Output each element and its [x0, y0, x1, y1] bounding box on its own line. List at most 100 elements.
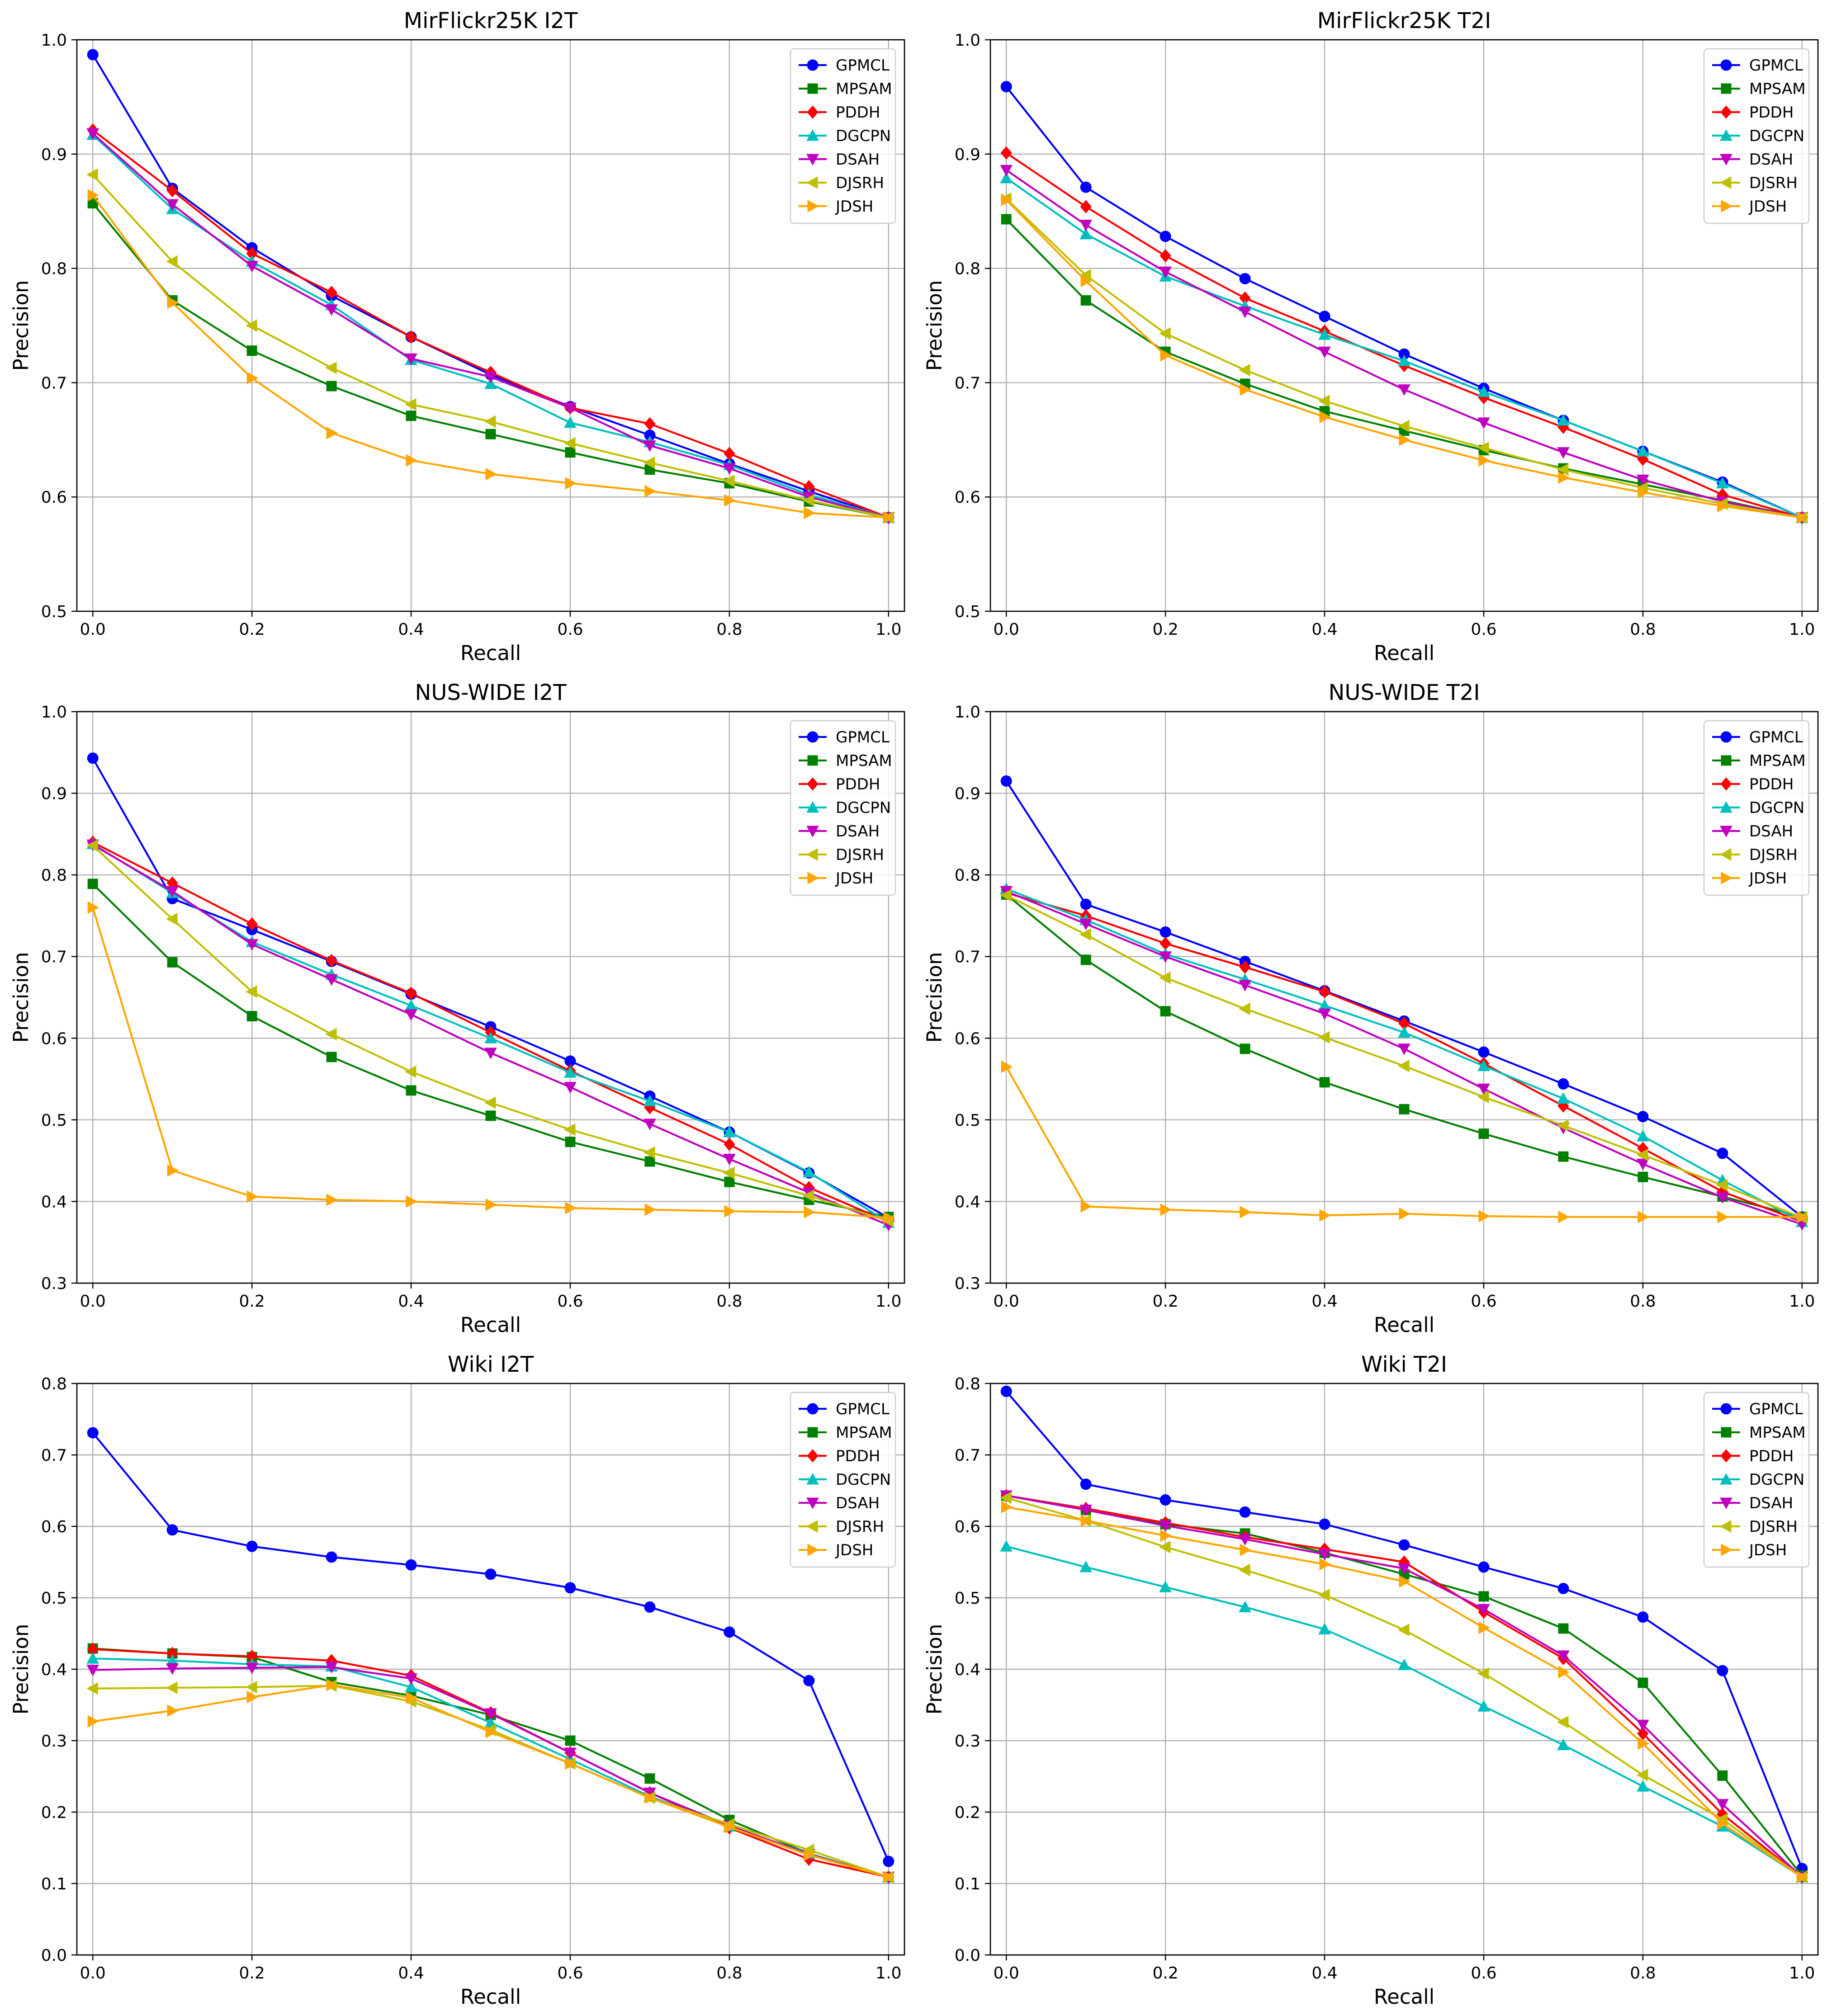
data-point-jdsh: [883, 1211, 895, 1224]
legend-label: PDDH: [836, 104, 880, 122]
data-point-djsrh: [246, 985, 257, 998]
data-point-jdsh: [1717, 1817, 1729, 1830]
data-point-dgcpn: [1318, 1623, 1331, 1635]
legend-marker: [807, 872, 819, 884]
y-tick-label: 0.5: [955, 1111, 980, 1130]
data-point-djsrh: [1318, 395, 1330, 407]
x-axis-label: Recall: [460, 1313, 521, 1337]
chart-title: Wiki T2I: [1361, 1352, 1447, 1377]
legend-label: JDSH: [1748, 1541, 1787, 1559]
data-point-dsah: [1557, 447, 1570, 459]
data-point-mpsam: [326, 381, 337, 392]
legend-item-jdsh: JDSH: [1712, 1541, 1787, 1559]
y-tick-label: 0.7: [41, 1446, 67, 1465]
data-point-dgcpn: [86, 1652, 99, 1664]
legend-item-pddh: PDDH: [799, 1447, 880, 1465]
data-point-djsrh: [404, 398, 417, 411]
x-tick-label: 0.6: [1471, 1964, 1496, 1983]
legend-label: JDSH: [835, 1541, 873, 1559]
chart-title: NUS-WIDE T2I: [1328, 680, 1480, 705]
data-point-gpmcl: [1557, 1078, 1569, 1090]
data-point-jdsh: [246, 1690, 259, 1704]
legend-label: JDSH: [835, 869, 873, 888]
legend-item-jdsh: JDSH: [1712, 198, 1787, 216]
data-point-jdsh: [1717, 500, 1729, 513]
data-point-gpmcl: [1398, 1539, 1410, 1551]
legend-marker: [1720, 777, 1732, 791]
data-point-dsah: [1159, 951, 1172, 963]
legend-item-mpsam: MPSAM: [799, 752, 892, 770]
y-tick-label: 0.8: [41, 260, 67, 279]
series-mpsam: [87, 878, 894, 1223]
y-tick-label: 0.7: [41, 948, 67, 967]
data-point-djsrh: [246, 319, 257, 332]
data-point-jdsh: [1558, 1666, 1570, 1679]
data-point-djsrh: [1159, 971, 1171, 984]
data-point-mpsam: [724, 1176, 735, 1187]
data-point-djsrh: [404, 1065, 417, 1078]
data-point-jdsh: [485, 467, 497, 481]
x-tick-label: 1.0: [1789, 1964, 1815, 1983]
data-point-djsrh: [723, 474, 735, 487]
data-point-dgcpn: [644, 1095, 656, 1106]
data-point-gpmcl: [1160, 926, 1171, 938]
legend-item-gpmcl: GPMCL: [1712, 1400, 1803, 1418]
x-tick-label: 0.8: [1630, 1292, 1656, 1311]
legend-marker: [1720, 1449, 1732, 1463]
y-tick-label: 0.8: [41, 866, 67, 885]
data-point-djsrh: [1318, 1588, 1330, 1601]
axes-frame: [989, 39, 1819, 612]
data-point-dsah: [86, 1665, 99, 1676]
legend-marker: [806, 848, 818, 861]
data-point-dsah: [246, 939, 258, 951]
data-point-jdsh: [565, 477, 577, 490]
data-point-mpsam: [406, 1085, 417, 1096]
legend-item-gpmcl: GPMCL: [1712, 57, 1803, 75]
legend: GPMCL MPSAM PDDH DGCPN DSAH DJSRH JDSH: [1703, 48, 1810, 224]
legend-item-jdsh: JDSH: [799, 198, 873, 216]
data-point-djsrh: [86, 839, 98, 852]
y-tick-label: 0.3: [955, 1732, 980, 1751]
data-point-dsah: [1716, 1799, 1729, 1811]
data-point-mpsam: [1558, 1623, 1569, 1634]
legend-label: GPMCL: [836, 728, 890, 746]
data-point-jdsh: [1797, 511, 1808, 524]
data-point-gpmcl: [1080, 181, 1092, 193]
legend-item-pddh: PDDH: [799, 104, 880, 122]
legend: GPMCL MPSAM PDDH DGCPN DSAH DJSRH JDSH: [790, 1392, 896, 1568]
legend-marker: [807, 1403, 819, 1415]
data-point-gpmcl: [1637, 1111, 1649, 1123]
data-point-djsrh: [1716, 1179, 1728, 1192]
legend-marker: [807, 200, 819, 212]
data-point-dgcpn: [1159, 1581, 1172, 1592]
legend-label: MPSAM: [1749, 752, 1806, 770]
y-axis-label: Precision: [923, 1624, 947, 1715]
data-point-dgcpn: [1239, 1601, 1251, 1613]
legend-item-gpmcl: GPMCL: [1712, 728, 1803, 746]
data-point-jdsh: [1638, 1737, 1649, 1750]
data-point-dgcpn: [1398, 1658, 1410, 1671]
legend-label: DSAH: [836, 151, 880, 169]
legend-item-mpsam: MPSAM: [1712, 80, 1806, 98]
y-tick-label: 0.1: [955, 1875, 980, 1893]
legend-label: GPMCL: [1749, 728, 1803, 746]
x-tick-label: 0.6: [1471, 1292, 1496, 1311]
x-tick-label: 0.8: [716, 1964, 742, 1983]
legend-label: MPSAM: [1749, 1424, 1806, 1442]
legend-marker: [1719, 1520, 1732, 1533]
legend-label: DGCPN: [1749, 1471, 1804, 1489]
y-tick-label: 1.0: [41, 31, 67, 50]
data-point-gpmcl: [1080, 898, 1092, 910]
y-tick-label: 0.1: [41, 1875, 67, 1893]
legend-marker: [807, 105, 819, 119]
legend-label: PDDH: [1749, 775, 1794, 793]
legend-label: DJSRH: [1749, 1518, 1798, 1536]
x-tick-label: 1.0: [1789, 620, 1815, 639]
data-point-jdsh: [87, 901, 99, 914]
data-point-dsah: [484, 1048, 497, 1059]
y-tick-label: 0.4: [41, 1661, 67, 1679]
data-point-dgcpn: [1398, 1026, 1410, 1038]
x-tick-label: 1.0: [876, 1292, 901, 1311]
data-point-dsah: [1079, 918, 1092, 930]
legend-item-djsrh: DJSRH: [1712, 846, 1798, 864]
